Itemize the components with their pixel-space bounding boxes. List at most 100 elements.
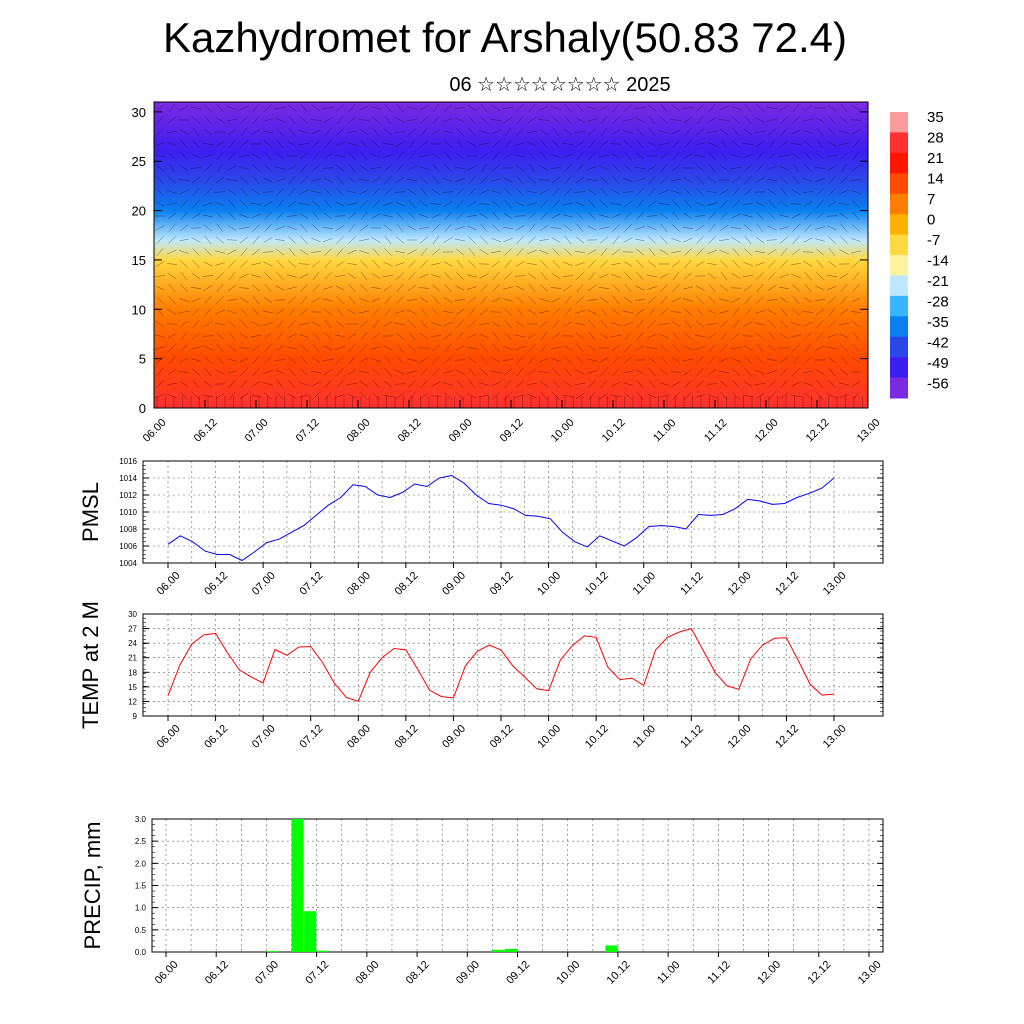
x-tick-label: 09.12: [488, 570, 516, 598]
x-tick-label: 11.12: [678, 723, 705, 750]
y-tick-label: 3.0: [135, 815, 147, 824]
colorbar-swatch: [890, 214, 908, 236]
x-tick-label: 08.12: [393, 723, 421, 751]
y-tick-label: 2.5: [135, 837, 147, 846]
colorbar-label: 7: [927, 191, 935, 208]
y-tick-label: 1016: [119, 457, 137, 466]
x-tick-label: 08.00: [354, 959, 382, 987]
panel-grid: [143, 613, 883, 717]
colorbar-swatch: [890, 193, 908, 215]
x-tick-label: 12.12: [773, 570, 801, 598]
colorbar-label: -42: [927, 335, 949, 352]
x-tick-label: 07.12: [297, 570, 325, 598]
x-tick-label: 08.00: [345, 723, 373, 751]
colorbar-label: -28: [927, 294, 949, 311]
x-tick-label: 06.12: [203, 959, 231, 987]
x-tick-label: 10.12: [583, 723, 611, 751]
x-tick-label: 07.00: [253, 959, 281, 987]
x-tick-label: 09.12: [488, 723, 516, 751]
x-tick-label: 11.00: [631, 570, 658, 597]
colorbar-swatch: [890, 112, 908, 133]
x-tick-label: 08.12: [404, 959, 432, 987]
precip-panel: 0.0 0.5 1.0 1.5 2.0 2.5 3.0 06.00 06.12 07.00 07.1…: [80, 815, 884, 987]
y-tick-label: 0.5: [135, 926, 147, 935]
x-tick-label: 12.12: [804, 417, 832, 445]
colorbar-swatch: [890, 316, 908, 338]
colorbar-swatch: [890, 255, 908, 276]
y-tick-label: 1006: [119, 542, 137, 551]
y-tick-label: 2.0: [135, 859, 147, 868]
x-tick-label: 12.00: [753, 417, 781, 445]
y-tick-label: 1014: [119, 474, 137, 483]
x-tick-label: 11.12: [678, 570, 705, 597]
x-tick-label: 13.00: [855, 417, 883, 445]
precip-bar: [291, 819, 304, 952]
colorbar-swatch: [890, 234, 908, 256]
y-tick-label: 1004: [119, 559, 137, 568]
y-tick-label: 30: [132, 105, 146, 120]
colorbar-swatch: [890, 275, 908, 297]
y-tick-label: 1.0: [135, 904, 147, 913]
pmsl-series-line: [167, 474, 835, 562]
colorbar-swatch: [890, 173, 908, 195]
precip-bar: [304, 911, 317, 952]
colorbar-label: -56: [927, 376, 949, 393]
y-tick-label: 15: [128, 683, 137, 692]
colorbar-swatch: [890, 132, 908, 154]
colorbar-swatch: [890, 377, 908, 399]
x-tick-label: 10.12: [605, 959, 633, 987]
precip-bar: [605, 945, 618, 952]
y-tick-label: 27: [128, 625, 137, 634]
y-tick-label: 5: [139, 352, 146, 367]
y-tick-label: 25: [132, 154, 146, 169]
y-axis-label: TEMP at 2 M: [78, 601, 103, 729]
y-tick-label: 0: [139, 401, 146, 416]
x-tick-label: 07.12: [297, 723, 325, 751]
colorbar-label: 21: [927, 150, 944, 167]
x-tick-label: 12.00: [755, 959, 783, 987]
colorbar-label: -7: [927, 232, 940, 249]
x-tick-label: 10.12: [600, 417, 628, 445]
y-tick-label: 20: [132, 204, 146, 219]
x-tick-label: 07.12: [303, 959, 331, 987]
colorbar-label: -14: [927, 253, 949, 270]
y-axis-label: PRECIP, mm: [80, 822, 105, 950]
precip-bar: [492, 949, 505, 952]
x-tick-label: 09.00: [447, 417, 475, 445]
heatmap-field: [154, 102, 868, 408]
x-tick-label: 13.00: [821, 723, 849, 751]
x-tick-label: 07.00: [243, 417, 271, 445]
x-tick-label: 10.00: [535, 723, 563, 751]
y-tick-label: 9: [133, 712, 138, 721]
precip-bar: [316, 950, 329, 952]
x-tick-label: 06.12: [202, 570, 230, 598]
x-tick-label: 06.00: [153, 959, 181, 987]
pmsl-panel: 1004 1006 1008 1010 1012 1014 1016 06.00 06.12 07…: [78, 457, 884, 598]
x-tick-label: 09.00: [440, 570, 468, 598]
x-tick-label: 10.00: [554, 959, 582, 987]
x-tick-label: 08.00: [345, 417, 373, 445]
x-tick-label: 12.00: [726, 723, 754, 751]
x-tick-label: 06.00: [155, 570, 183, 598]
y-tick-label: 1.5: [135, 882, 147, 891]
panel-grid: [152, 818, 883, 953]
y-tick-label: 24: [128, 639, 137, 648]
precip-bar: [504, 948, 517, 952]
x-tick-label: 11.00: [631, 723, 658, 750]
colorbar-label: 28: [927, 130, 944, 147]
panel-grid: [143, 460, 883, 564]
y-tick-label: 18: [128, 668, 137, 677]
x-tick-label: 08.12: [393, 570, 421, 598]
x-tick-label: 07.00: [250, 570, 278, 598]
x-tick-label: 09.12: [504, 959, 532, 987]
x-tick-label: 06.12: [192, 417, 220, 445]
precip-bar: [266, 951, 279, 952]
colorbar-label: 0: [927, 212, 935, 229]
x-tick-label: 13.00: [821, 570, 849, 598]
colorbar-swatch: [890, 357, 908, 379]
colorbar-label: -49: [927, 355, 949, 372]
colorbar-label: 14: [927, 171, 944, 188]
chart-title: Kazhydromet for Arshaly(50.83 72.4): [162, 14, 848, 61]
x-tick-label: 11.12: [705, 959, 732, 986]
y-tick-label: 1010: [119, 508, 137, 517]
